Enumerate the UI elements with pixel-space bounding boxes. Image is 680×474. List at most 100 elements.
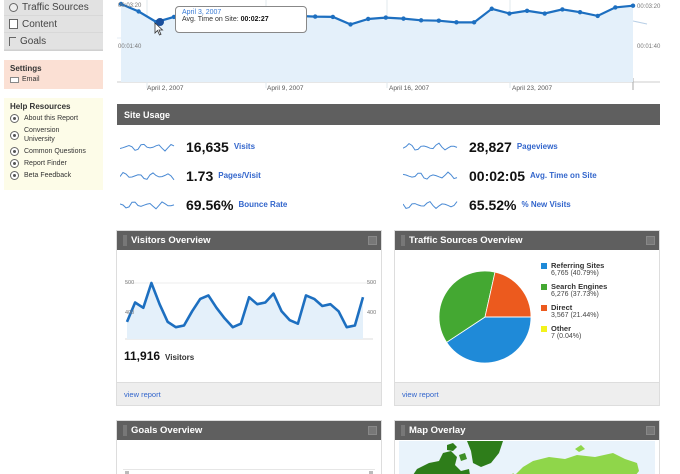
legend-label: Referring Sites	[551, 261, 605, 270]
close-icon[interactable]	[368, 426, 377, 435]
panel-title: Visitors Overview	[131, 235, 211, 246]
drag-handle-icon[interactable]	[123, 235, 127, 246]
settings-heading: Settings	[10, 64, 42, 73]
sidebar-item-label: Content	[22, 18, 58, 30]
metric-bounce-rate: 69.56% Bounce Rate	[117, 190, 400, 219]
sidebar-item-traffic-sources[interactable]: Traffic Sources	[4, 0, 103, 16]
cursor-icon	[154, 22, 164, 36]
legend-value: 6,276 (37.73%)	[551, 291, 599, 298]
site-usage-section: Site Usage 16,635 Visits 28,827 Pageview…	[117, 104, 660, 219]
close-icon[interactable]	[646, 426, 655, 435]
sparkline-icon	[120, 200, 175, 209]
metric-value: 28,827	[469, 138, 512, 155]
legend-swatch	[541, 262, 547, 269]
visitors-line-chart	[125, 281, 373, 340]
traffic-pie-chart	[438, 270, 532, 364]
sparkline-icon	[120, 171, 175, 180]
sidebar-item-content[interactable]: Content	[4, 16, 103, 33]
goals-overview-panel: Goals Overview	[116, 420, 382, 474]
chart-gridline	[123, 469, 375, 470]
drag-handle-icon[interactable]	[401, 425, 405, 436]
visitors-count: 11,916	[124, 349, 161, 363]
metric-visits: 16,635 Visits	[117, 132, 400, 161]
help-link-common-questions[interactable]: Common Questions	[10, 147, 99, 156]
email-label: Email	[22, 76, 40, 83]
metric-label-link[interactable]: Bounce Rate	[238, 200, 288, 209]
help-link-conversion-university[interactable]: Conversion University	[10, 126, 99, 144]
panel-header[interactable]: Visitors Overview	[117, 231, 381, 250]
avg-time-on-site-chart[interactable]: 00:03:20 00:01:40 00:03:20 00:01:40 Apri…	[117, 0, 660, 96]
traffic-sources-panel: Traffic Sources Overview Referring Sites…	[394, 230, 660, 406]
world-map[interactable]	[399, 441, 655, 474]
visitors-overview-panel: Visitors Overview 500 400 500 400 11,916…	[116, 230, 382, 406]
legend-swatch	[541, 325, 547, 332]
legend-item-other: Other 7 (0.04%)	[541, 324, 607, 340]
y-axis-label-top: 00:03:20	[118, 3, 142, 9]
help-resources: Help Resources About this Report Convers…	[4, 98, 103, 190]
metric-value: 16,635	[186, 138, 229, 155]
view-report-link[interactable]: view report	[402, 389, 439, 399]
y-axis-label-top-right: 00:03:20	[637, 4, 661, 10]
y-axis-label-mid-right: 00:01:40	[637, 44, 661, 50]
legend-value: 6,765 (40.79%)	[551, 270, 599, 277]
metric-value: 00:02:05	[469, 167, 526, 184]
panel-header[interactable]: Goals Overview	[117, 421, 381, 440]
tooltip-label: Avg. Time on Site:	[182, 16, 239, 23]
close-icon[interactable]	[646, 236, 655, 245]
metric-label-link[interactable]: Pages/Visit	[218, 171, 261, 180]
help-link-beta-feedback[interactable]: Beta Feedback	[10, 171, 99, 180]
metric-avg-time-on-site: 00:02:05 Avg. Time on Site	[400, 161, 660, 190]
help-link-label: Common Questions	[24, 148, 86, 155]
sidebar-nav: Traffic Sources Content Goals	[4, 0, 103, 51]
x-axis-label: April 16, 2007	[389, 85, 430, 92]
y-axis-label-mid-right: 400	[367, 310, 377, 316]
help-icon	[10, 147, 19, 156]
x-axis-label: April 9, 2007	[267, 85, 304, 92]
help-link-label: Conversion University	[24, 127, 60, 143]
legend-swatch	[541, 304, 547, 311]
panel-footer: view report	[395, 382, 659, 405]
sparkline-icon	[120, 143, 175, 152]
y-axis-label-top-right: 500	[367, 280, 377, 286]
x-axis-label: April 23, 2007	[512, 85, 553, 92]
chart-tooltip: April 3, 2007 Avg. Time on Site: 00:02:2…	[175, 6, 307, 33]
y-axis-label-top: 500	[125, 280, 135, 286]
site-usage-header: Site Usage	[117, 104, 660, 125]
panel-header[interactable]: Traffic Sources Overview	[395, 231, 659, 250]
metric-pages-per-visit: 1.73 Pages/Visit	[117, 161, 400, 190]
tooltip-value: 00:02:27	[240, 16, 269, 23]
help-link-report-finder[interactable]: Report Finder	[10, 159, 99, 168]
sparkline-icon	[403, 170, 458, 180]
axis-tick	[369, 471, 373, 474]
metric-label-link[interactable]: % New Visits	[521, 200, 571, 209]
metric-label-link[interactable]: Pageviews	[516, 142, 558, 151]
drag-handle-icon[interactable]	[401, 235, 405, 246]
metric-label-link[interactable]: Visits	[233, 142, 256, 151]
view-report-link[interactable]: view report	[124, 389, 161, 399]
panel-title: Traffic Sources Overview	[409, 235, 523, 246]
legend-label: Other	[551, 324, 572, 333]
x-axis-label: April 2, 2007	[147, 85, 184, 92]
panel-title: Goals Overview	[131, 425, 203, 436]
legend-item-direct: Direct 3,567 (21.44%)	[541, 303, 607, 319]
email-link[interactable]: Email	[10, 76, 98, 83]
map-overlay-panel: Map Overlay	[394, 420, 660, 474]
close-icon[interactable]	[368, 236, 377, 245]
sidebar-item-goals[interactable]: Goals	[4, 33, 103, 50]
tooltip-value-row: Avg. Time on Site: 00:02:27	[182, 16, 300, 23]
settings-box: Settings Email	[4, 60, 103, 89]
help-link-about-report[interactable]: About this Report	[10, 114, 99, 123]
legend-value: 7 (0.04%)	[551, 333, 582, 340]
sidebar: Traffic Sources Content Goals Settings E…	[4, 0, 103, 190]
metric-pageviews: 28,827 Pageviews	[400, 132, 660, 161]
metric-value: 65.52%	[469, 196, 517, 213]
legend-item-referring-sites: Referring Sites 6,765 (40.79%)	[541, 261, 607, 277]
drag-handle-icon[interactable]	[123, 425, 127, 436]
panel-header[interactable]: Map Overlay	[395, 421, 659, 440]
help-link-label: Beta Feedback	[24, 172, 72, 179]
metric-label-link[interactable]: Avg. Time on Site	[530, 171, 597, 180]
help-icon	[10, 159, 19, 168]
panel-title: Map Overlay	[409, 425, 466, 436]
y-axis-label-mid: 400	[125, 310, 135, 316]
